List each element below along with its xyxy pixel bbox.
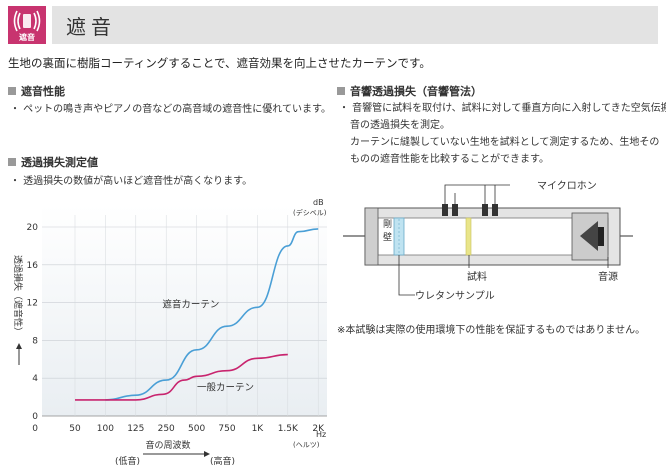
plot-background (42, 205, 327, 416)
square-bullet-icon (8, 87, 16, 95)
x-unit-sub: (ヘルツ) (293, 441, 320, 449)
acoustic-line-3: カーテンに縫製していない生地を試料として測定するため、生地その (350, 137, 660, 148)
intro-text: 生地の裏面に樹脂コーティングすることで、遮音効果を向上させたカーテンです。 (8, 56, 431, 70)
badge-label: 遮音 (19, 33, 35, 42)
x-axis-label: 音の周波数 (145, 439, 190, 451)
x-origin-label: 0 (32, 424, 38, 434)
y-tick-label: 4 (32, 374, 38, 384)
speaker-icon (580, 221, 598, 251)
y-unit: dB (313, 198, 324, 207)
section-heading-text: 遮音性能 (21, 85, 65, 98)
acoustic-line-1: ・ 音響管に試料を取付け、試料に対して垂直方向に入射してきた空気伝搬 (339, 103, 666, 114)
microphone-leader-lines (444, 184, 510, 204)
y-tick-label: 16 (27, 261, 39, 271)
wall-label-char2: 壁 (383, 231, 392, 243)
x-tick-label: 125 (127, 424, 144, 434)
rigid-wall (364, 207, 379, 266)
microphone-1-icon (442, 204, 448, 216)
section-heading-measurement: 透過損失測定値 (8, 154, 98, 170)
x-tick-label: 500 (188, 424, 205, 434)
acoustic-line-4: ものの遮音性能を比較することができます。 (350, 154, 549, 165)
disclaimer-note: ※本試験は実際の使用環境下の性能を保証するものではありません。 (337, 325, 646, 336)
transmission-loss-chart: 0 4 8 12 16 20 50 100 125 250 500 750 1K 1.5K 2K 0 遮音カ… (12, 198, 327, 467)
page-header: 遮音 遮音 (8, 6, 658, 44)
sample-label: 試料 (467, 270, 487, 283)
microphone-3-icon (482, 204, 488, 216)
series-line-soundproof (105, 228, 319, 401)
x-arrow-head-icon (204, 451, 210, 457)
urethane-label: ウレタンサンプル (415, 290, 495, 302)
microphone-label: マイクロホン (537, 180, 597, 192)
x-tick-label: 50 (69, 424, 81, 434)
title-bar: 遮音 (52, 6, 658, 44)
sound-insulation-badge: 遮音 (8, 6, 46, 44)
urethane-leader-line (398, 255, 415, 296)
speaker-magnet (598, 227, 604, 246)
square-bullet-icon (8, 158, 16, 166)
wall-label-char1: 剛 (383, 219, 392, 230)
y-tick-label: 12 (27, 299, 38, 309)
measurement-bullet: ・ 透過損失の数値が高いほど遮音性が高くなります。 (10, 176, 253, 187)
x-tick-label: 750 (218, 424, 235, 434)
y-unit-sub: (デシベル) (293, 208, 327, 217)
sound-waves-icon (13, 10, 41, 32)
y-tick-label: 20 (27, 223, 39, 233)
y-axis-label: 透過損失（遮音性） (12, 255, 24, 336)
x-low-label: (低音) (115, 455, 140, 467)
section-heading-performance: 遮音性能 (8, 83, 65, 99)
section-heading-text: 音響透過損失（音響管法） (350, 85, 482, 98)
x-high-label: (高音) (210, 455, 235, 467)
microphone-4-icon (492, 204, 498, 216)
x-tick-label: 2K (312, 424, 325, 434)
performance-bullet: ・ ペットの鳴き声やピアノの音などの高音域の遮音性に優れています。 (10, 104, 331, 115)
y-arrow-head-icon (16, 343, 22, 349)
acoustic-line-2: 音の透過損失を測定。 (350, 120, 450, 131)
source-label: 音源 (598, 270, 618, 283)
series-label: 一般カーテン (197, 382, 254, 394)
x-tick-label: 250 (158, 424, 175, 434)
x-tick-label: 100 (97, 424, 114, 434)
y-tick-label: 8 (32, 336, 38, 346)
y-tick-label: 0 (32, 412, 38, 422)
page-title: 遮音 (66, 15, 116, 39)
section-heading-text: 透過損失測定値 (21, 156, 98, 169)
microphone-2-icon (452, 204, 458, 216)
x-tick-label: 1K (252, 424, 265, 434)
x-unit: Hz (316, 430, 326, 439)
series-label: 遮音カーテン (162, 298, 219, 310)
acoustic-tube-diagram: 剛 壁 マイクロホン 試料 ウレタンサンプル 音源 (343, 180, 633, 302)
x-tick-label: 1.5K (278, 424, 299, 434)
square-bullet-icon (337, 87, 345, 95)
section-heading-acoustic: 音響透過損失（音響管法） (337, 83, 482, 99)
test-sample (465, 217, 472, 256)
